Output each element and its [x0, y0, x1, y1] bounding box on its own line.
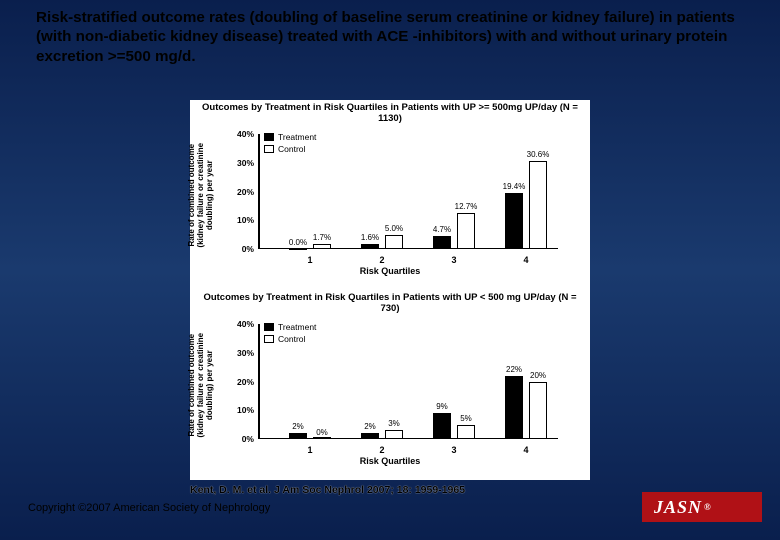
y-axis-line [258, 324, 260, 439]
bar-label-treatment: 2% [292, 422, 304, 431]
bar-treatment [505, 193, 523, 249]
x-category: 3 [451, 445, 456, 455]
bar-control [457, 425, 475, 439]
x-category: 2 [379, 445, 384, 455]
y-tick: 0% [242, 244, 254, 254]
x-category: 4 [523, 255, 528, 265]
bar-control [529, 382, 547, 440]
slide-title: Risk-stratified outcome rates (doubling … [36, 8, 752, 66]
bar-label-control: 5% [460, 414, 472, 423]
registered-icon: ® [704, 502, 712, 512]
bar-label-treatment: 4.7% [433, 225, 451, 234]
bar-label-treatment: 1.6% [361, 233, 379, 242]
bar-treatment [289, 249, 307, 250]
bar-label-control: 5.0% [385, 224, 403, 233]
bar-label-treatment: 9% [436, 402, 448, 411]
bar-label-control: 12.7% [455, 202, 478, 211]
y-axis-label-top: Rate of combined outcome (kidney failure… [188, 140, 214, 250]
bar-treatment [433, 236, 451, 250]
x-axis-label-bottom: Risk Quartiles [360, 456, 421, 466]
y-axis-line [258, 134, 260, 249]
y-tick: 20% [237, 377, 254, 387]
jasn-logo-badge: JASN® [642, 492, 762, 522]
y-tick: 10% [237, 215, 254, 225]
plot-area-top: 0% 10% 20% 30% 40% 0.0%1.7%1.6%5.0%4.7%1… [258, 134, 558, 249]
bar-treatment [289, 433, 307, 439]
plot-area-bottom: 0% 10% 20% 30% 40% 2%0%2%3%9%5%22%20% 1 … [258, 324, 558, 439]
y-tick: 40% [237, 129, 254, 139]
bottom-chart: Outcomes by Treatment in Risk Quartiles … [190, 290, 590, 480]
top-chart: Outcomes by Treatment in Risk Quartiles … [190, 100, 590, 290]
y-tick: 30% [237, 158, 254, 168]
jasn-label: JASN [654, 497, 702, 518]
x-category: 4 [523, 445, 528, 455]
bar-treatment [361, 433, 379, 439]
bar-label-treatment: 22% [506, 365, 522, 374]
x-category: 1 [307, 445, 312, 455]
bar-control [385, 235, 403, 249]
bar-control [385, 430, 403, 439]
y-tick: 10% [237, 405, 254, 415]
copyright-text: Copyright ©2007 American Society of Neph… [28, 502, 270, 514]
bar-label-treatment: 2% [364, 422, 376, 431]
bar-label-control: 30.6% [527, 150, 550, 159]
y-axis-label-bottom: Rate of combined outcome (kidney failure… [188, 330, 214, 440]
bar-control [457, 213, 475, 250]
bar-label-treatment: 0.0% [289, 238, 307, 247]
chart-panel: Outcomes by Treatment in Risk Quartiles … [190, 100, 590, 480]
bar-treatment [361, 244, 379, 249]
bar-control [529, 161, 547, 249]
bottom-chart-title: Outcomes by Treatment in Risk Quartiles … [190, 290, 590, 316]
bar-label-control: 0% [316, 428, 328, 437]
y-tick: 0% [242, 434, 254, 444]
x-category: 1 [307, 255, 312, 265]
bar-control [313, 437, 331, 439]
bar-treatment [433, 413, 451, 439]
y-tick: 40% [237, 319, 254, 329]
y-tick: 20% [237, 187, 254, 197]
x-axis-label-top: Risk Quartiles [360, 266, 421, 276]
citation-text: Kent, D. M. et al. J Am Soc Nephrol 2007… [190, 484, 465, 496]
bar-treatment [505, 376, 523, 439]
bar-label-control: 1.7% [313, 233, 331, 242]
y-tick: 30% [237, 348, 254, 358]
x-category: 2 [379, 255, 384, 265]
bar-control [313, 244, 331, 249]
bar-label-control: 3% [388, 419, 400, 428]
bar-label-control: 20% [530, 371, 546, 380]
top-chart-title: Outcomes by Treatment in Risk Quartiles … [190, 100, 590, 126]
bar-label-treatment: 19.4% [503, 182, 526, 191]
x-category: 3 [451, 255, 456, 265]
